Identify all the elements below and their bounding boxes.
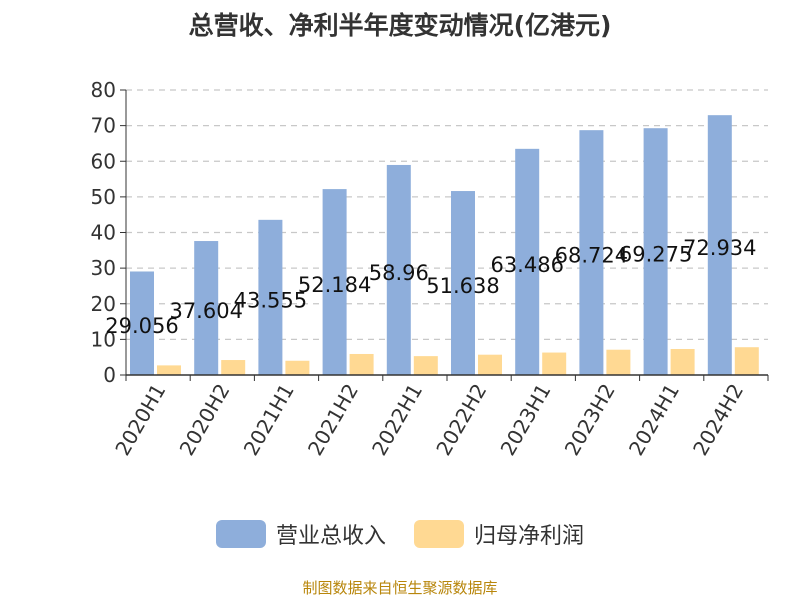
bar-net-profit <box>734 347 759 375</box>
bar-net-profit <box>349 353 374 375</box>
x-tick-label: 2023H2 <box>560 380 620 460</box>
data-label: 52.184 <box>298 273 371 297</box>
bar-net-profit <box>606 349 631 375</box>
x-tick-label: 2022H2 <box>431 379 491 459</box>
data-label: 63.486 <box>490 253 563 277</box>
x-tick-label: 2024H1 <box>624 380 684 460</box>
data-label: 58.96 <box>369 261 429 285</box>
bar-revenue <box>579 130 604 375</box>
data-labels: 29.05637.60443.55552.18458.9651.63863.48… <box>105 236 756 338</box>
bar-revenue <box>322 189 347 375</box>
y-tick-label: 50 <box>91 185 116 209</box>
y-tick-label: 60 <box>91 149 116 173</box>
legend-label-revenue: 营业总收入 <box>275 524 386 549</box>
y-tick-label: 0 <box>103 363 116 387</box>
data-label: 72.934 <box>683 236 756 260</box>
bar-net-profit <box>413 356 438 375</box>
bar-net-profit <box>670 348 695 375</box>
bar-revenue <box>515 148 540 375</box>
bar-revenue <box>451 191 475 375</box>
source-note: 制图数据来自恒生聚源数据库 <box>302 579 498 597</box>
data-label: 51.638 <box>426 274 499 298</box>
bar-revenue <box>386 164 411 375</box>
y-tick-label: 20 <box>91 292 116 316</box>
bar-revenue <box>130 271 154 375</box>
x-tick-label: 2022H1 <box>367 380 427 460</box>
bar-revenue <box>643 128 668 375</box>
bar-net-profit <box>285 360 310 375</box>
y-tick-label: 10 <box>91 327 116 351</box>
data-label: 68.724 <box>555 244 628 268</box>
legend-item-revenue[interactable]: 营业总收入 <box>215 518 386 550</box>
data-label: 37.604 <box>169 299 242 323</box>
data-label: 29.056 <box>105 314 178 338</box>
x-tick-label: 2020H1 <box>110 380 170 460</box>
data-label: 69.275 <box>619 243 692 267</box>
data-label: 43.555 <box>234 288 307 312</box>
legend-swatch-revenue <box>215 520 266 548</box>
x-tick-label: 2021H2 <box>303 380 363 460</box>
x-tick-label: 2024H2 <box>688 380 748 460</box>
y-tick-label: 70 <box>91 114 116 138</box>
bar-revenue <box>707 115 732 376</box>
y-tick-label: 40 <box>91 221 116 245</box>
gridlines <box>126 89 768 340</box>
x-tick-label: 2021H1 <box>239 380 299 460</box>
legend-item-net-profit[interactable]: 归母净利润 <box>414 518 584 550</box>
bar-net-profit <box>221 360 246 375</box>
y-tick-label: 30 <box>91 256 116 280</box>
legend: 营业总收入 归母净利润 <box>0 518 800 550</box>
bar-revenue <box>194 241 219 375</box>
bar-revenue <box>258 219 283 375</box>
x-tick-label: 2023H1 <box>496 380 556 460</box>
bar-net-profit <box>157 365 181 375</box>
legend-swatch-net-profit <box>414 520 464 548</box>
chart-title: 总营收、净利半年度变动情况(亿港元) <box>188 11 612 40</box>
bar-net-profit <box>542 352 567 375</box>
bar-net-profit <box>478 354 502 375</box>
x-tick-label: 2020H2 <box>175 380 235 460</box>
y-tick-label: 80 <box>91 78 116 102</box>
bars <box>130 115 759 376</box>
legend-label-net-profit: 归母净利润 <box>474 524 585 549</box>
